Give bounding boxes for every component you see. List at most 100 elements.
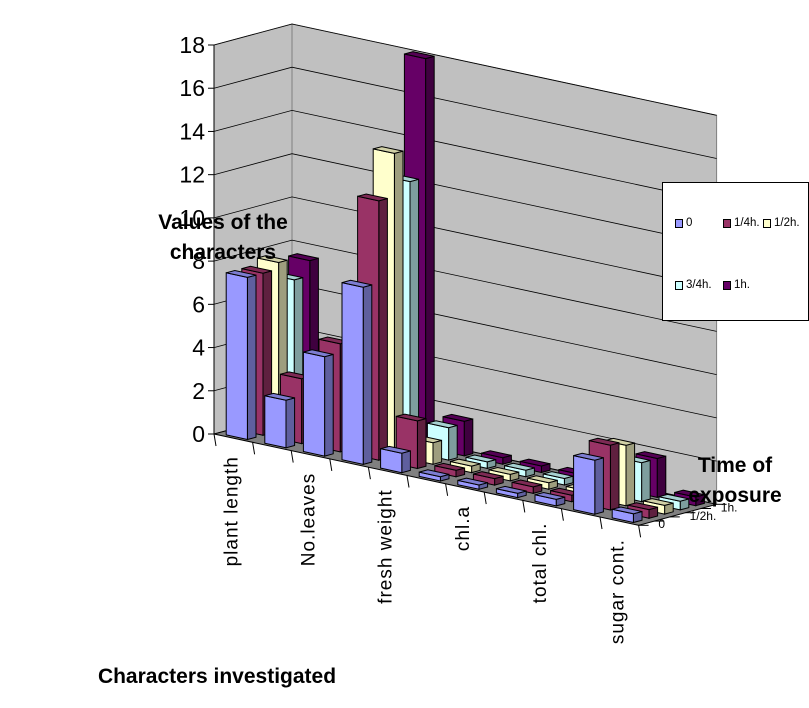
bar-top [341,279,372,288]
bar-side [324,353,334,457]
bar-side [641,459,651,503]
bar-top [473,471,504,480]
bar [573,454,596,515]
bar-side [594,457,604,515]
bar-top [457,477,488,486]
y-tick-label: 18 [179,32,205,58]
legend-item: 3/4h. [675,279,712,291]
bar-side [378,197,388,461]
bar-side [362,284,373,466]
bar-top [288,253,319,262]
legend-label: 1/4h. [734,217,760,229]
y-tick-label: 0 [192,421,205,447]
legend-swatch [723,218,731,228]
x-tick-label: No.leaves [299,473,320,567]
x-tick [638,525,642,538]
bar-top [373,146,404,154]
legend-item: 0 [675,217,692,229]
legend-swatch [763,218,771,228]
bar-top [520,458,551,467]
bar-top [427,420,458,429]
gridline [213,23,717,116]
gridline [213,239,717,332]
bar-top [264,392,295,401]
x-tick [445,483,449,496]
bar-side [401,450,411,474]
z-axis-title: Time of exposure [688,454,782,507]
depth-tick-label: 1/2h. [690,509,717,523]
y-tick-label: 8 [192,248,205,274]
y-tick-label: 16 [179,75,205,101]
legend-swatch [675,218,683,228]
y-tick-label: 4 [192,335,205,361]
bar-top [543,471,574,480]
bar-top [674,489,705,498]
legend-label: 1h. [734,279,750,291]
bar-top [404,51,435,60]
bar-top [511,479,542,488]
bar-top [534,491,565,500]
bar-top [357,193,388,202]
y-axis-title-line: Values of the characters [128,208,318,268]
bar-top [635,451,666,460]
x-tick [252,442,256,455]
x-tick [213,433,217,447]
legend-label: 1/2h. [774,217,800,229]
bar [302,351,326,457]
x-tick [367,467,371,480]
x-axis-title: Characters investigated [97,665,337,688]
legend-item: 1/2h. [763,217,800,229]
bar-top [658,493,689,502]
x-tick [560,508,564,521]
gridline [213,66,717,159]
bar-side [656,455,667,499]
x-tick [290,450,294,463]
bar-top [496,485,527,494]
x-tick-label: plant length [221,456,242,566]
gridline [213,196,717,289]
bar-top [442,413,473,422]
x-tick [406,475,410,488]
bar-top [226,269,257,278]
y-tick-label: 12 [179,162,205,188]
legend-label: 0 [686,217,693,229]
bar-side [409,178,420,453]
legend: 0 1/4h. 1/2h. 3/4h. 1h. [662,182,809,321]
bar [341,281,364,466]
bar-top [612,506,643,515]
legend-swatch [723,280,731,290]
x-tick [599,516,603,530]
legend-swatch [675,280,683,290]
bar-side [448,424,458,461]
y-tick-label: 2 [192,378,205,404]
bar-top [481,450,512,459]
depth-tick-label: 1h. [721,500,738,514]
x-tick [522,500,526,513]
bar-side [463,418,474,457]
bar-side [609,442,620,511]
bar-side [393,150,404,457]
bar-top [527,475,558,484]
legend-label: 3/4h. [686,279,712,291]
bar-top [573,452,604,461]
legend-item: 1h. [723,279,750,291]
bar-top [380,445,411,454]
bar-side [285,397,296,449]
bar-top [504,462,535,471]
x-tick [329,458,333,471]
bar-top [241,265,272,274]
depth-tick-label: 0 [658,517,665,531]
bar [225,272,248,441]
bar-top [419,469,450,478]
bar [264,395,287,449]
y-axis-title: Values of the characters [158,211,288,264]
bar-top [303,349,334,358]
x-tick [483,492,487,505]
y-tick-label: 10 [179,205,205,231]
bar-top [643,498,674,506]
x-tick-label: chl.a [453,506,474,551]
bar-side [625,442,636,507]
bar-side [432,439,443,465]
